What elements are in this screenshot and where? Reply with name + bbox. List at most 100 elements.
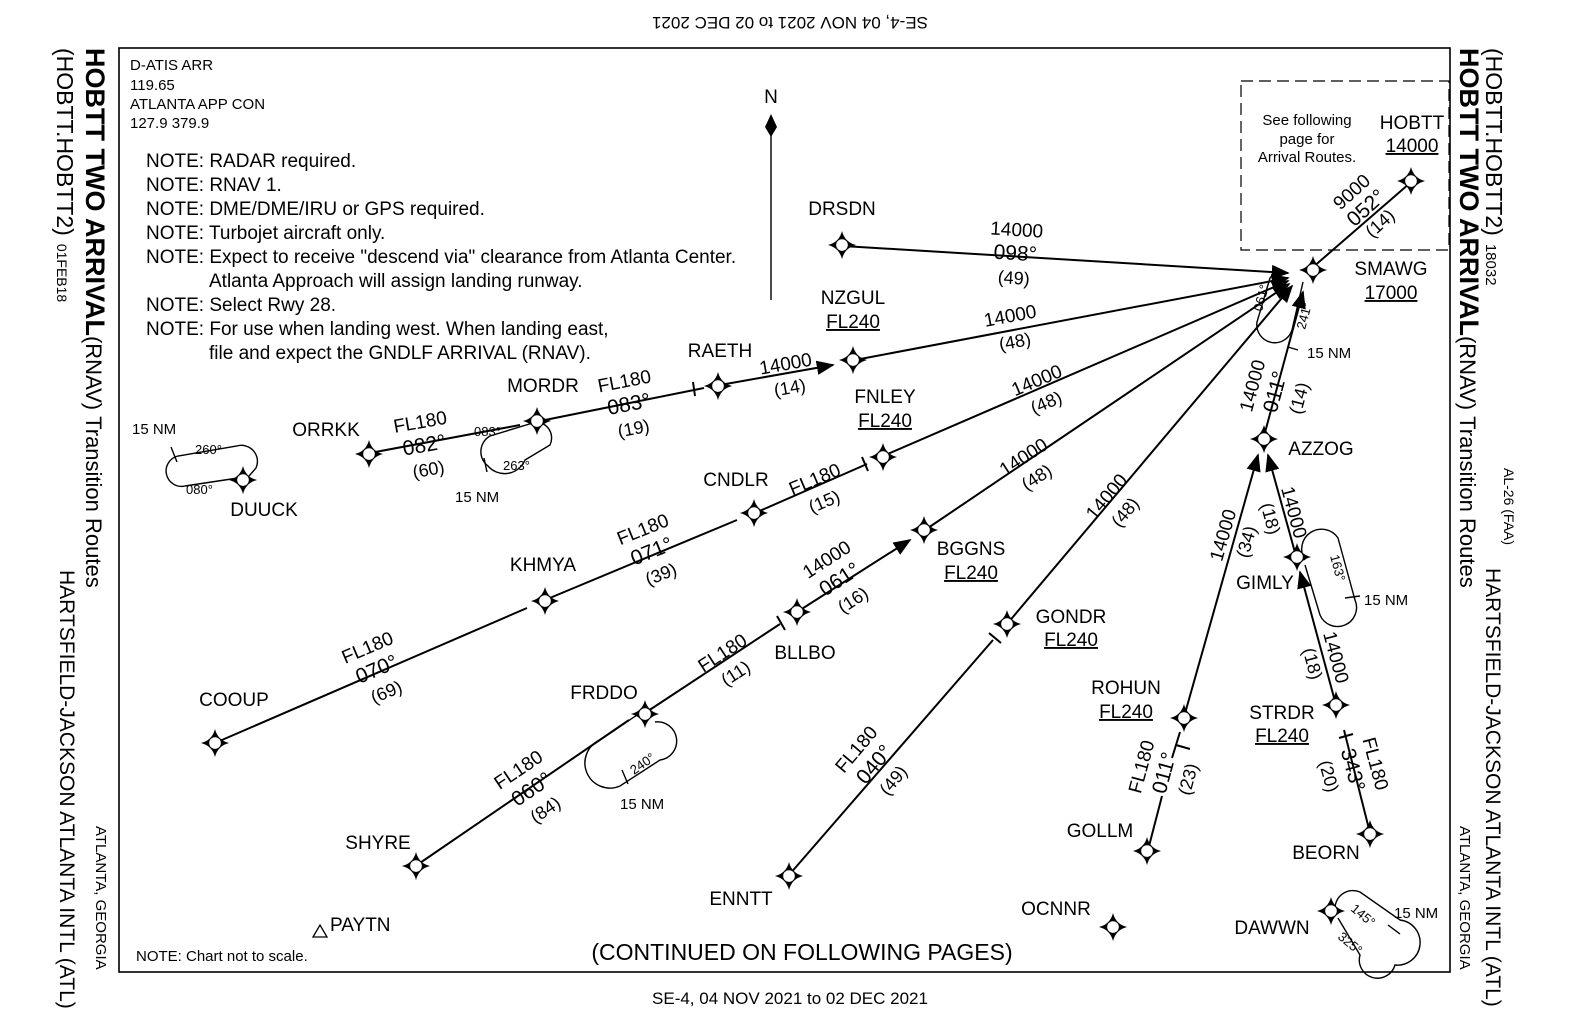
hold-frddo [584,712,678,789]
comms-block: D-ATIS ARR 119.65 ATLANTA APP CON 127.9 … [130,57,265,132]
route-gimly-azzog [1265,453,1297,557]
route-cooup-khmya [214,607,528,744]
waypoint-raeth [703,371,733,401]
left-city: ATLANTA, GEORGIA [92,826,109,970]
leg-orrkk-mordr-dist: (60) [411,457,446,482]
top-edition-text: SE-4, 04 NOV 2021 to 02 DEC 2021 [652,13,928,32]
hold-frddo-leg: 15 NM [620,796,664,813]
hold-gimly-in: 163° [1327,553,1348,583]
waypoint-mordr [522,406,552,436]
fix-frddo-name: FRDDO [570,683,638,704]
fix-bllbo-name: BLLBO [774,643,835,664]
waypoint-gimly [1282,542,1312,572]
hold-dawwn-leg: 15 NM [1394,905,1438,922]
waypoint-frddo [630,699,660,729]
waypoint-azzog [1249,424,1279,454]
waypoint-paytn-triangle [311,923,329,938]
hold-smawg [1256,271,1304,344]
hold-duuck [165,444,259,488]
route-gollm-rohun-a [1147,795,1163,851]
right-chart-id: AL-26 (FAA) [1501,468,1517,545]
hold-frddo-in: 240° [627,750,658,778]
fix-gondr-name: GONDR [1036,607,1107,628]
route-bggns-smawg [924,282,1291,531]
svg-text:(HOBTT.HOBTT2)01FEB18: (HOBTT.HOBTT2) 01FEB18 [52,48,78,302]
bottom-edition-text: SE-4, 04 NOV 2021 to 02 DEC 2021 [652,989,928,1008]
comms-line-2: 119.65 [130,77,175,94]
waypoint-drsdn [827,230,857,260]
fix-ocnnr-name: OCNNR [1021,899,1091,920]
north-arrow: N [764,87,778,300]
hold-mordr-in: 083° [474,424,501,439]
comms-line-3: ATLANTA APP CON [130,96,265,113]
hold-mordr-leg: 15 NM [455,489,499,506]
fix-enntt-name: ENNTT [709,889,773,910]
route-frddo-bllbo [644,623,781,714]
svg-text:(HOBTT.HOBTT2)18032: (HOBTT.HOBTT2) 18032 [1481,48,1507,286]
left-title: HOBTT TWO ARRIVAL [80,48,110,336]
hold-dawwn-in: 145° [1348,901,1378,930]
left-code: (HOBTT.HOBTT2) [52,48,78,236]
fix-gollm-name: GOLLM [1067,821,1134,842]
waypoint-nzgul [838,345,868,375]
leg-beorn-strdr-dist: (20) [1315,758,1343,794]
inset-line-2: page for [1279,131,1334,148]
waypoint-duuck [228,465,258,495]
note-rwy: NOTE: Select Rwy 28. [146,295,336,316]
hold-duuck-leg: 15 NM [132,421,176,438]
route-fnley-smawg [882,280,1290,457]
svg-text:HOBTT TWO ARRIVAL(RNAV)Transit: HOBTT TWO ARRIVAL(RNAV) Transition Routes [80,48,110,588]
route-mordr-raeth [539,387,705,422]
fix-hobtt-alt: 14000 [1386,136,1439,157]
hold-mordr-out: 263° [503,458,530,473]
route-bllbo-bggns [796,539,912,613]
fix-bggns-alt: FL240 [944,563,998,584]
leg-raeth-nzgul-dist: (14) [772,375,807,400]
inset-line-1: See following [1262,112,1351,129]
fix-beorn-name: BEORN [1292,843,1360,864]
fix-raeth-name: RAETH [688,341,752,362]
right-number: 18032 [1482,244,1499,286]
fix-azzog-name: AZZOG [1288,439,1353,460]
fix-duuck-name: DUUCK [230,500,298,521]
note-rnav: NOTE: RNAV 1. [146,175,282,196]
leg-mordr-raeth-dist: (19) [616,416,651,442]
waypoint-ocnnr [1098,912,1128,942]
waypoint-enntt [774,861,804,891]
left-margin-title-block: HOBTT TWO ARRIVAL(RNAV) Transition Routes… [52,48,110,1009]
comms-line-1: D-ATIS ARR [130,57,213,74]
left-date: 01FEB18 [54,244,70,303]
leg-gimly-azzog-alt: 14000 [1276,484,1310,540]
leg-azzog-smawg-dist: (14) [1285,380,1313,416]
inset-box: See following page for Arrival Routes. [1240,80,1450,251]
fix-cooup-name: COOUP [199,690,269,711]
waypoint-bllbo [782,597,812,627]
note-radar: NOTE: RADAR required. [146,151,356,172]
svg-text:HOBTT TWO ARRIVAL(RNAV)Transit: HOBTT TWO ARRIVAL(RNAV) Transition Routes [1454,48,1484,588]
fix-dawwn-name: DAWWN [1234,918,1309,939]
hold-smawg-leg: 15 NM [1307,345,1351,362]
right-title-suffix: (RNAV) [1455,336,1480,410]
route-strdr-gimly [1297,570,1337,706]
waypoint-cndlr [739,498,769,528]
fix-drsdn-name: DRSDN [808,199,876,220]
hold-duuck-out: 080° [186,482,213,497]
hold-gimly [1300,528,1358,628]
leg-drsdn-smawg-crs: 098° [993,241,1038,267]
fix-rohun-alt: FL240 [1099,702,1153,723]
hold-smawg-in: 061° [1250,283,1271,313]
route-drsdn-smawg [842,245,1290,280]
note-approach: Atlanta Approach will assign landing run… [209,271,583,292]
hold-dawwn [1334,889,1421,979]
fix-fnley-name: FNLEY [854,387,916,408]
fix-shyre-name: SHYRE [345,833,410,854]
route-orrkk-mordr [369,424,521,454]
fix-smawg-alt: 17000 [1365,283,1418,304]
route-gondr-smawg [1006,284,1294,625]
route-cndlr-fnley [754,463,868,514]
waypoint-gondr [992,609,1022,639]
north-label: N [764,87,778,108]
hold-dawwn-out: 325° [1335,929,1365,958]
waypoint-gollm [1132,836,1162,866]
